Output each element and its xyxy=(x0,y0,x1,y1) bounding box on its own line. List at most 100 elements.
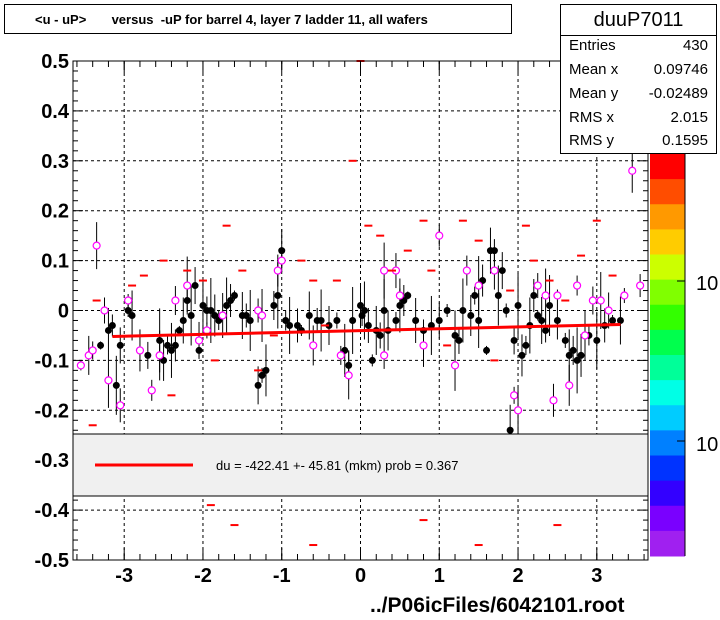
data-point xyxy=(392,316,400,324)
data-point xyxy=(144,351,152,359)
data-point-open xyxy=(596,296,605,305)
data-point-open xyxy=(171,296,180,305)
data-point xyxy=(112,381,120,389)
data-point-open xyxy=(450,361,460,370)
data-point xyxy=(593,336,601,344)
data-point xyxy=(577,351,585,359)
data-point xyxy=(360,307,368,314)
data-point-open xyxy=(88,346,97,355)
stat-label: Mean x xyxy=(569,61,619,78)
data-point xyxy=(565,351,573,359)
data-point xyxy=(242,311,250,319)
data-point-open xyxy=(273,266,282,275)
data-point xyxy=(494,292,502,300)
stat-row-entries: Entries 430 xyxy=(569,37,708,61)
data-point xyxy=(502,307,510,314)
x-tick-label: 2 xyxy=(512,565,523,587)
y-tick-label: 0 xyxy=(58,301,69,323)
data-point xyxy=(451,331,459,339)
data-point-open xyxy=(533,281,542,290)
fit-line xyxy=(112,322,621,338)
data-point xyxy=(262,366,270,374)
data-point-open xyxy=(309,341,318,350)
file-path-footer: ../P06icFiles/6042101.root xyxy=(370,594,625,617)
data-point xyxy=(376,331,384,339)
data-point xyxy=(270,302,278,310)
colorbar-segment xyxy=(650,530,685,557)
data-point xyxy=(364,321,372,329)
data-point xyxy=(530,292,538,300)
y-tick-label: -0.1 xyxy=(35,350,69,372)
data-point xyxy=(561,336,569,344)
data-point xyxy=(443,307,451,314)
stat-label: RMS x xyxy=(569,109,614,126)
data-point-open xyxy=(76,361,85,370)
x-tick-label: -1 xyxy=(273,565,291,587)
data-point-open xyxy=(155,351,164,360)
data-point xyxy=(546,302,554,310)
data-point-open xyxy=(474,281,483,290)
data-point-open xyxy=(588,296,597,305)
data-point-open xyxy=(380,266,389,275)
data-point-open xyxy=(218,311,227,320)
data-point-open xyxy=(183,281,192,290)
data-point xyxy=(435,316,443,324)
data-point-open xyxy=(541,291,550,300)
data-point xyxy=(124,307,132,314)
x-tick-label: -2 xyxy=(194,565,212,587)
stat-label: Mean y xyxy=(569,85,619,102)
data-point xyxy=(246,316,254,324)
data-point-open xyxy=(344,371,353,380)
data-point xyxy=(553,316,561,324)
data-point xyxy=(368,356,376,364)
data-point-open xyxy=(194,336,204,345)
data-point xyxy=(199,302,207,310)
data-point xyxy=(223,302,231,310)
data-point xyxy=(506,426,514,434)
data-point xyxy=(191,282,199,290)
data-point xyxy=(254,381,262,389)
y-tick-label: -0.5 xyxy=(35,550,69,572)
data-point xyxy=(108,321,116,329)
data-point xyxy=(187,311,195,319)
stat-value: 0.09746 xyxy=(653,61,708,78)
data-point-open xyxy=(553,291,562,300)
data-point xyxy=(427,321,435,329)
data-point-open xyxy=(277,256,286,265)
data-point-open xyxy=(580,331,590,340)
colorbar-segment xyxy=(650,204,685,230)
data-point xyxy=(573,356,581,364)
data-point xyxy=(171,341,179,349)
data-point xyxy=(455,336,463,344)
colorbar-segment xyxy=(650,279,685,306)
data-point xyxy=(412,316,420,324)
stat-value: -0.02489 xyxy=(648,85,708,102)
data-point xyxy=(230,292,238,300)
data-point-open xyxy=(419,341,428,350)
colorbar-segment xyxy=(650,179,685,205)
data-point-open xyxy=(147,386,156,395)
stat-value: 430 xyxy=(682,37,708,54)
colorbar-segment xyxy=(650,380,685,406)
data-point xyxy=(274,292,282,300)
colorbar-segment xyxy=(650,505,685,532)
data-point xyxy=(305,311,313,319)
data-point-open xyxy=(116,401,125,410)
y-tick-label: -0.3 xyxy=(35,450,69,472)
data-point-open xyxy=(462,266,471,275)
data-point xyxy=(175,326,183,334)
data-point-open xyxy=(628,166,637,175)
data-point xyxy=(538,316,546,324)
data-point xyxy=(286,321,294,329)
data-point-open xyxy=(604,306,613,315)
data-point xyxy=(167,346,175,354)
data-point-open xyxy=(395,291,404,300)
data-point xyxy=(569,346,577,354)
y-tick-label: 0.4 xyxy=(41,101,70,123)
data-point xyxy=(404,292,412,300)
y-tick-label: 0.1 xyxy=(41,251,69,273)
data-point-open xyxy=(104,376,113,385)
colorbar-segment xyxy=(650,355,685,381)
data-point-open xyxy=(509,391,519,400)
